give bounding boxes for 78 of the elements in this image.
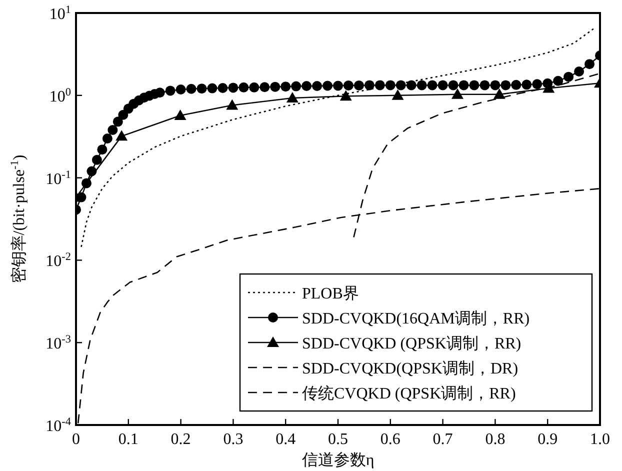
point [490, 80, 500, 90]
x-tick-label: 0.7 [432, 431, 453, 448]
point [176, 84, 186, 94]
x-tick-label: 0.2 [170, 431, 191, 448]
point [458, 80, 469, 90]
point [385, 80, 396, 90]
point [249, 82, 260, 92]
legend-label: 传统CVQKD (QPSK调制，RR) [302, 384, 516, 402]
point [154, 88, 165, 98]
point [340, 90, 352, 101]
legend-label: SDD-CVQKD(QPSK调制，DR) [302, 360, 518, 378]
x-tick-label: 0.4 [276, 431, 296, 448]
x-axis-title: 信道参数η [302, 451, 374, 469]
point [165, 86, 176, 96]
point [438, 80, 448, 90]
point [260, 82, 270, 92]
point [97, 144, 108, 155]
legend-label: PLOB界 [302, 286, 359, 302]
point [196, 84, 207, 94]
point [228, 82, 238, 93]
point [312, 81, 322, 92]
line-series [80, 27, 596, 248]
point [522, 80, 532, 90]
point [564, 72, 574, 82]
point [333, 80, 343, 91]
point [532, 79, 542, 90]
y-tick-label: 10$^{1}$ [49, 4, 71, 23]
point [174, 110, 186, 120]
x-tick-label: 0.6 [380, 431, 400, 448]
point [396, 80, 406, 90]
point [108, 125, 118, 136]
point [427, 80, 438, 90]
point [112, 116, 123, 127]
point [500, 80, 511, 90]
point [574, 66, 584, 76]
point [280, 82, 291, 92]
point [392, 89, 404, 100]
point [302, 81, 312, 92]
legend-label: SDD-CVQKD(16QAM调制，RR) [302, 310, 530, 328]
point [451, 88, 464, 99]
point [553, 76, 564, 86]
point [186, 84, 196, 94]
point [92, 154, 102, 165]
x-tick-label: 0.1 [118, 431, 138, 448]
point [511, 80, 522, 90]
point [218, 82, 228, 93]
x-tick-label: 0 [72, 431, 80, 448]
point [364, 80, 374, 90]
point [406, 80, 416, 90]
point [343, 80, 354, 90]
point [270, 82, 280, 92]
point [584, 59, 595, 70]
point [493, 88, 506, 99]
y-tick-label: 10$^{-4}$ [46, 416, 72, 435]
point [416, 80, 427, 90]
legend-label: SDD-CVQKD (QPSK调制，RR) [302, 334, 522, 352]
point [207, 83, 218, 94]
point [480, 80, 490, 90]
point [238, 82, 249, 92]
point [291, 81, 302, 92]
x-tick-label: 0.5 [328, 431, 348, 448]
point [469, 80, 480, 90]
y-tick-label: 10$^{-1}$ [46, 168, 71, 188]
x-tick-label: 1.0 [590, 431, 610, 448]
y-tick-label: 10$^{0}$ [49, 86, 72, 106]
point [286, 92, 298, 102]
y-tick-label: 10$^{-2}$ [46, 251, 71, 270]
point [354, 80, 364, 90]
point [322, 80, 333, 91]
point [226, 99, 238, 110]
point [448, 80, 458, 90]
point [374, 80, 385, 90]
x-tick-label: 0.3 [223, 431, 244, 448]
y-tick-label: 10$^{-3}$ [46, 334, 72, 353]
x-tick-label: 0.9 [538, 431, 558, 448]
x-tick-label: 0.8 [485, 431, 506, 448]
point [116, 130, 128, 141]
point [102, 133, 112, 144]
